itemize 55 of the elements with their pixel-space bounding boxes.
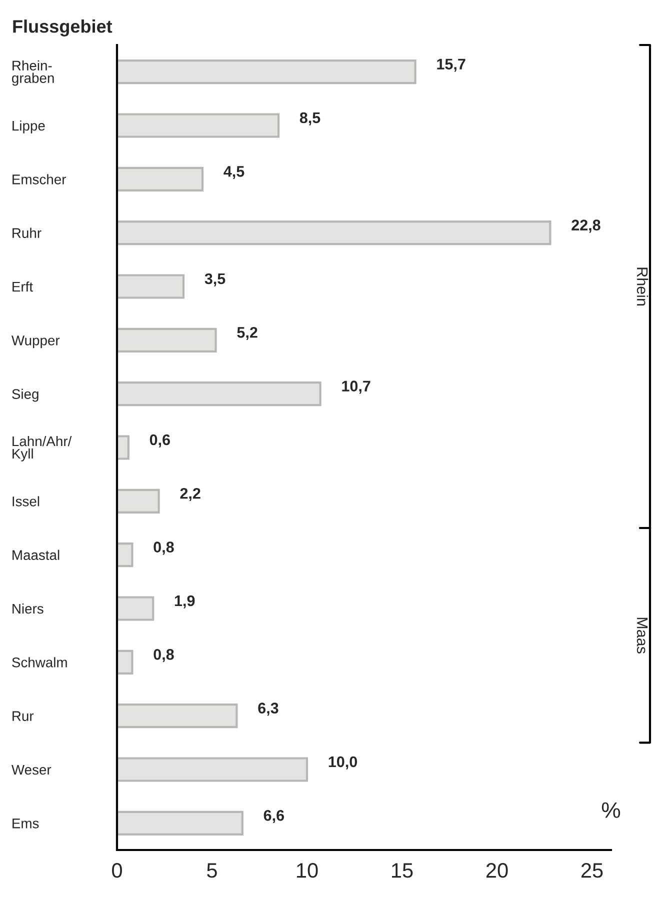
y-tick-label: Lippe	[12, 120, 45, 134]
x-tick-label: 10	[297, 863, 318, 878]
bar	[117, 60, 416, 84]
bar	[117, 220, 552, 246]
x-tick-label: 15	[392, 863, 413, 878]
bar	[117, 166, 204, 192]
y-tick-label: Wupper	[12, 336, 60, 348]
x-tick-label: 20	[486, 863, 508, 878]
y-tick-label: Maastal	[12, 550, 60, 560]
data-label: 15,7	[437, 58, 466, 72]
chart-title: Flussgebiet	[13, 20, 112, 36]
data-label: 6,6	[264, 810, 284, 824]
x-axis-title: %	[602, 802, 620, 818]
bar	[117, 435, 130, 460]
bar	[117, 704, 238, 728]
text: Rhein	[636, 268, 648, 306]
y-tick-label: Erft	[12, 281, 33, 292]
x-tick-label: 5	[207, 863, 217, 878]
bar	[117, 274, 185, 299]
bar	[117, 596, 154, 621]
bar	[117, 488, 160, 514]
bar	[117, 382, 322, 406]
y-tick-label: Issel	[12, 496, 40, 506]
data-label: 10,7	[342, 380, 370, 394]
data-label: 22,8	[572, 220, 600, 233]
y-tick-label: Lahn/Ahr/ Kyll	[12, 436, 72, 462]
y-tick-label: Ruhr	[12, 228, 42, 238]
data-label: 1,9	[174, 595, 195, 608]
data-label: 5,2	[237, 327, 258, 340]
data-label: 0,8	[154, 649, 174, 662]
y-tick-label: Niers	[12, 603, 44, 614]
bar	[117, 113, 280, 138]
y-tick-label: Rur	[12, 711, 34, 722]
data-label: 2,2	[180, 488, 200, 502]
x-tick-label: 0	[112, 863, 122, 878]
bar	[117, 650, 134, 674]
data-label: 6,3	[258, 702, 278, 716]
data-label: 8,5	[300, 112, 320, 126]
bar	[117, 542, 134, 568]
y-tick-label: Rhein- graben	[12, 60, 54, 86]
bar	[117, 757, 308, 782]
bar	[117, 810, 244, 836]
y-tick-label: Ems	[12, 818, 39, 828]
text: Maas	[636, 618, 648, 654]
data-label: 4,5	[224, 166, 244, 180]
data-label: 10,0	[328, 756, 358, 770]
y-tick-label: Weser	[12, 764, 52, 775]
data-label: 0,6	[150, 434, 170, 448]
y-tick-label: Sieg	[12, 388, 38, 402]
data-label: 0,8	[154, 542, 174, 555]
data-label: 3,5	[204, 273, 226, 286]
bar	[117, 328, 217, 352]
y-tick-label: Emscher	[12, 174, 66, 184]
y-tick-label: Schwalm	[12, 657, 67, 668]
x-tick-label: 25	[581, 863, 603, 878]
